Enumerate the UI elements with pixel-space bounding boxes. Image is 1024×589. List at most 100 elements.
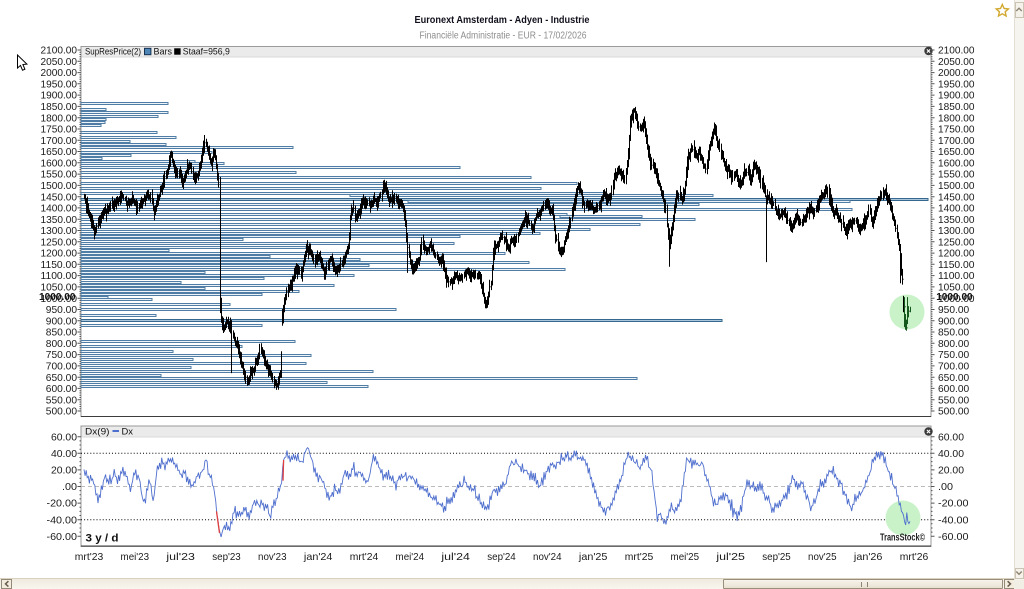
svg-text:-20.00: -20.00 [47, 499, 78, 510]
svg-text:2000.00: 2000.00 [41, 68, 78, 79]
svg-text:650.00: 650.00 [938, 373, 969, 384]
svg-text:1000.00: 1000.00 [938, 294, 975, 305]
svg-text:sep'24: sep'24 [487, 552, 516, 563]
svg-text:Dx(9): Dx(9) [85, 427, 110, 437]
svg-text:1000.00: 1000.00 [936, 292, 973, 303]
svg-text:750.00: 750.00 [46, 350, 77, 361]
svg-text:700.00: 700.00 [938, 362, 969, 373]
svg-text:750.00: 750.00 [938, 350, 969, 361]
svg-text:1300.00: 1300.00 [41, 226, 78, 237]
svg-text:Dx: Dx [122, 427, 134, 437]
svg-text:2050.00: 2050.00 [938, 57, 975, 68]
svg-text:1400.00: 1400.00 [41, 204, 78, 215]
svg-text:1850.00: 1850.00 [938, 102, 975, 113]
svg-text:1650.00: 1650.00 [41, 147, 78, 158]
svg-text:1850.00: 1850.00 [41, 102, 78, 113]
svg-text:1250.00: 1250.00 [938, 237, 975, 248]
svg-text:nov'23: nov'23 [258, 552, 287, 563]
svg-text:1950.00: 1950.00 [41, 79, 78, 90]
svg-text:2050.00: 2050.00 [41, 57, 78, 68]
svg-text:1500.00: 1500.00 [938, 181, 975, 192]
svg-text:1900.00: 1900.00 [938, 91, 975, 102]
svg-text:sep'23: sep'23 [212, 552, 241, 563]
svg-text:550.00: 550.00 [938, 395, 969, 406]
svg-text:Financiële Administratie - EUR: Financiële Administratie - EUR - 17/02/2… [420, 31, 587, 42]
svg-text:1950.00: 1950.00 [938, 79, 975, 90]
svg-text:1150.00: 1150.00 [41, 260, 78, 271]
svg-text:40.00: 40.00 [51, 449, 77, 460]
svg-text:-60.00: -60.00 [47, 532, 78, 543]
svg-text:1600.00: 1600.00 [41, 158, 78, 169]
svg-text:1900.00: 1900.00 [41, 91, 78, 102]
svg-text:950.00: 950.00 [46, 305, 77, 316]
svg-text:600.00: 600.00 [46, 384, 77, 395]
svg-text:20.00: 20.00 [51, 466, 77, 477]
svg-text:mrt'26: mrt'26 [900, 552, 929, 563]
svg-text:jan'24: jan'24 [303, 552, 333, 563]
svg-text:.00: .00 [62, 482, 77, 493]
svg-text:1400.00: 1400.00 [938, 204, 975, 215]
svg-text:1700.00: 1700.00 [41, 136, 78, 147]
svg-text:mrt'25: mrt'25 [625, 552, 654, 563]
svg-text:Staaf=956,9: Staaf=956,9 [183, 47, 230, 57]
svg-text:-40.00: -40.00 [47, 515, 78, 526]
svg-text:1450.00: 1450.00 [938, 192, 975, 203]
svg-text:1550.00: 1550.00 [41, 170, 78, 181]
svg-text:1750.00: 1750.00 [41, 125, 78, 136]
svg-text:1550.00: 1550.00 [938, 170, 975, 181]
svg-text:600.00: 600.00 [938, 384, 969, 395]
svg-text:sep'25: sep'25 [762, 552, 791, 563]
svg-text:mrt'24: mrt'24 [350, 552, 379, 563]
svg-text:jul'25: jul'25 [715, 552, 745, 563]
svg-text:-20.00: -20.00 [938, 499, 969, 510]
svg-text:1200.00: 1200.00 [938, 249, 975, 260]
svg-text:mei'23: mei'23 [121, 552, 150, 563]
svg-text:1800.00: 1800.00 [938, 113, 975, 124]
svg-text:950.00: 950.00 [938, 305, 969, 316]
svg-text:jul'24: jul'24 [440, 552, 470, 563]
svg-text:jan'25: jan'25 [578, 552, 608, 563]
svg-text:1600.00: 1600.00 [938, 158, 975, 169]
svg-text:.00: .00 [938, 482, 953, 493]
svg-text:1200.00: 1200.00 [41, 249, 78, 260]
svg-text:SupResPrice(2): SupResPrice(2) [85, 47, 141, 57]
svg-text:850.00: 850.00 [46, 328, 77, 339]
svg-text:mrt'23: mrt'23 [75, 552, 104, 563]
svg-text:nov'25: nov'25 [808, 552, 837, 563]
svg-text:-40.00: -40.00 [938, 515, 969, 526]
svg-text:800.00: 800.00 [46, 339, 77, 350]
svg-text:-60.00: -60.00 [938, 532, 969, 543]
svg-text:1750.00: 1750.00 [938, 125, 975, 136]
svg-text:60.00: 60.00 [51, 432, 77, 443]
svg-text:3 y / d: 3 y / d [86, 533, 119, 545]
svg-text:1350.00: 1350.00 [938, 215, 975, 226]
svg-text:Euronext Amsterdam - Adyen - I: Euronext Amsterdam - Adyen - Industrie [415, 15, 591, 26]
svg-text:40.00: 40.00 [938, 449, 964, 460]
svg-text:1150.00: 1150.00 [938, 260, 975, 271]
svg-text:1050.00: 1050.00 [938, 283, 975, 294]
svg-text:2100.00: 2100.00 [938, 46, 975, 57]
svg-text:1100.00: 1100.00 [938, 271, 975, 282]
svg-text:1500.00: 1500.00 [41, 181, 78, 192]
svg-text:1100.00: 1100.00 [41, 271, 78, 282]
svg-text:1800.00: 1800.00 [41, 113, 78, 124]
svg-text:jan'26: jan'26 [853, 552, 883, 563]
svg-text:1000.00: 1000.00 [41, 294, 78, 305]
svg-text:800.00: 800.00 [938, 339, 969, 350]
svg-text:TransStock©: TransStock© [880, 533, 925, 544]
svg-text:900.00: 900.00 [46, 316, 77, 327]
svg-text:1350.00: 1350.00 [41, 215, 78, 226]
svg-text:nov'24: nov'24 [533, 552, 562, 563]
svg-text:550.00: 550.00 [46, 395, 77, 406]
svg-text:mei'25: mei'25 [671, 552, 700, 563]
svg-text:1300.00: 1300.00 [938, 226, 975, 237]
svg-text:1250.00: 1250.00 [41, 237, 78, 248]
svg-text:2000.00: 2000.00 [938, 68, 975, 79]
svg-text:900.00: 900.00 [938, 316, 969, 327]
svg-text:60.00: 60.00 [938, 432, 964, 443]
svg-text:500.00: 500.00 [938, 407, 969, 418]
svg-text:1450.00: 1450.00 [41, 192, 78, 203]
svg-text:1700.00: 1700.00 [938, 136, 975, 147]
svg-text:Bars: Bars [154, 47, 173, 57]
svg-text:650.00: 650.00 [46, 373, 77, 384]
